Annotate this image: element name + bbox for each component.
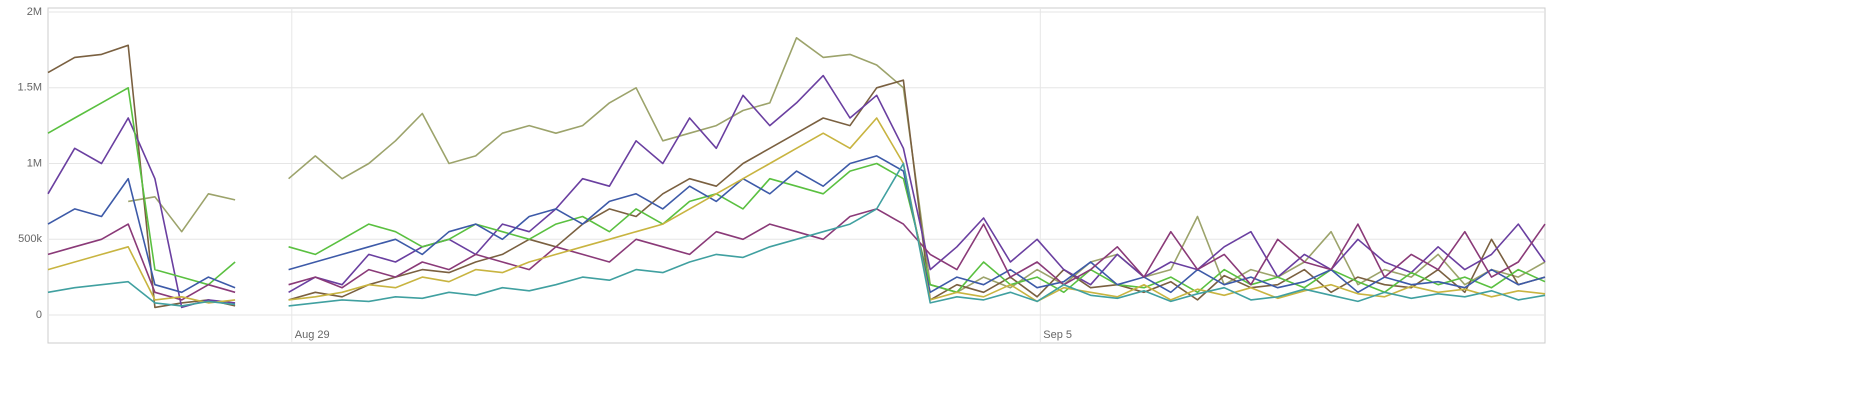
y-tick-label: 1.5M xyxy=(18,82,42,94)
series-line xyxy=(47,155,1546,294)
y-tick-label: 500k xyxy=(18,233,42,245)
series-line xyxy=(47,74,1546,309)
series-line xyxy=(47,44,1546,309)
y-tick-label: 2M xyxy=(27,6,42,18)
series-line xyxy=(47,162,1546,307)
series-line xyxy=(47,208,1546,301)
x-tick-label: Aug 29 xyxy=(295,329,330,341)
plot-frame xyxy=(47,7,1546,344)
y-tick-label: 1M xyxy=(27,157,42,169)
x-tick-label: Sep 5 xyxy=(1043,329,1072,341)
y-tick-label: 0 xyxy=(36,309,42,321)
series-line xyxy=(47,87,1546,294)
